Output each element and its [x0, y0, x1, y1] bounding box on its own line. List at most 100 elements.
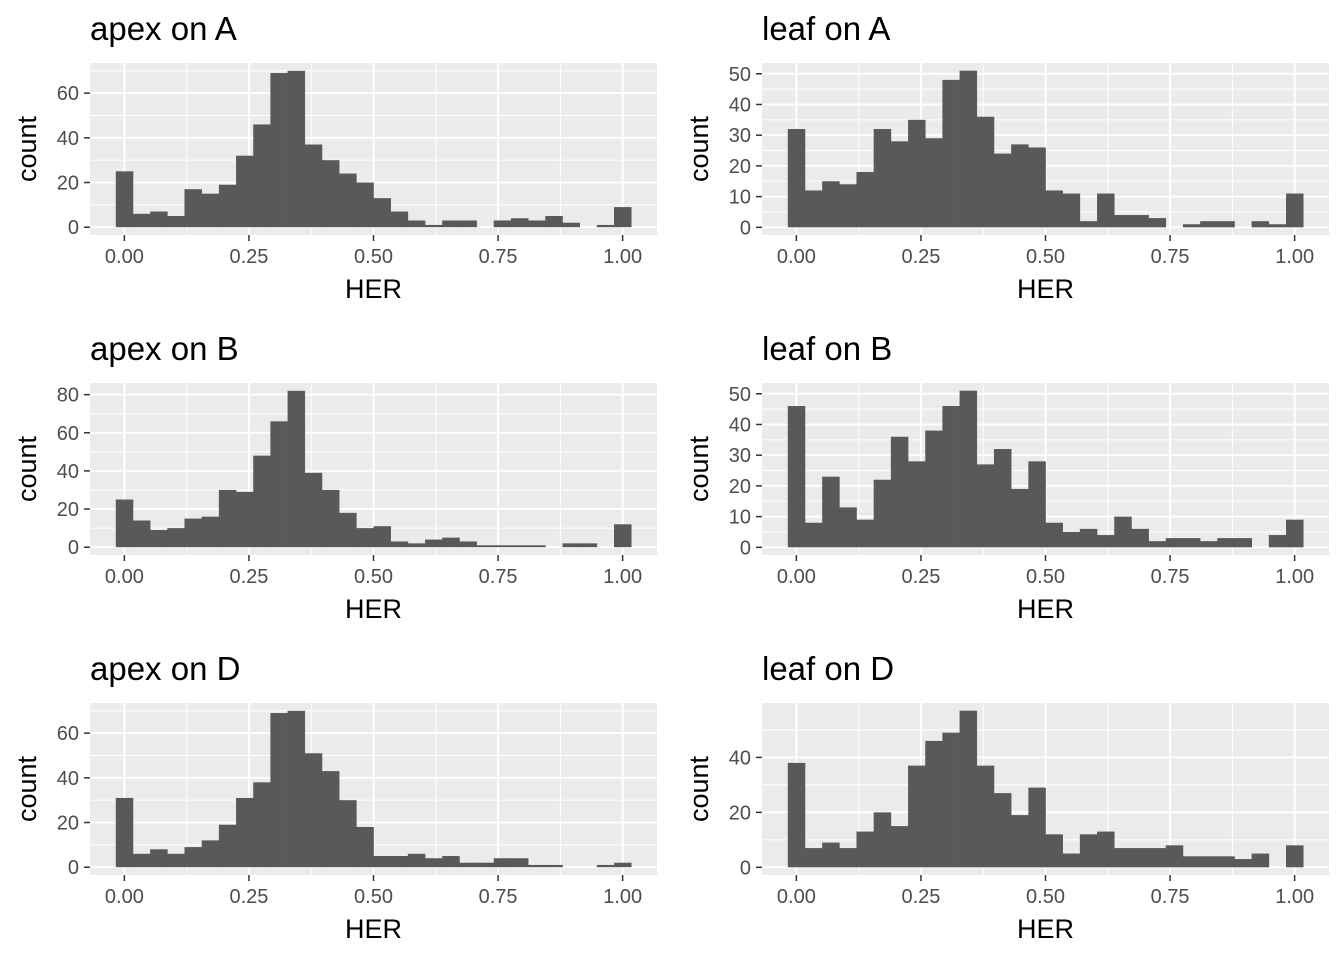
histogram-bar	[1268, 535, 1287, 548]
y-axis-title: count	[12, 435, 42, 502]
panel-title: apex on D	[90, 650, 240, 687]
histogram-bar	[942, 732, 960, 868]
y-tick-label: 20	[57, 813, 79, 835]
histogram-bar	[873, 129, 892, 228]
histogram-bar	[201, 516, 220, 548]
histogram-panel: 0.00 0.25 0.50 0.75 1.00 0 20 40 HER count leaf on…	[684, 650, 1329, 944]
histogram-bar	[304, 753, 323, 868]
histogram-bar	[167, 528, 185, 548]
y-tick-label: 50	[729, 64, 751, 86]
histogram-bar	[856, 519, 874, 548]
histogram-bar	[510, 545, 529, 548]
y-axis-title: count	[684, 435, 714, 502]
y-tick-label: 10	[729, 507, 751, 529]
histogram-bar	[822, 181, 840, 228]
x-tick-label: 0.00	[777, 246, 816, 268]
histogram-bar	[236, 491, 254, 548]
y-tick-label: 20	[57, 499, 79, 521]
histogram-bar	[442, 856, 460, 868]
histogram-bar	[1062, 193, 1081, 228]
histogram-bar	[425, 224, 443, 228]
x-tick-label: 0.25	[229, 886, 268, 908]
histogram-bar	[545, 864, 563, 868]
histogram-bar	[132, 520, 151, 548]
histogram-bar	[270, 73, 288, 228]
histogram-bar	[253, 782, 271, 868]
histogram-bar	[236, 155, 254, 228]
y-axis-title: count	[684, 755, 714, 822]
y-tick-label: 80	[57, 385, 79, 407]
histogram-bar	[1268, 224, 1287, 228]
x-tick-label: 0.25	[901, 246, 940, 268]
histogram-bar	[321, 160, 340, 228]
histogram-bar	[1011, 815, 1029, 868]
histogram-panel: 0.00 0.25 0.50 0.75 1.00 0 20 40 60 80 HER count ape…	[12, 330, 657, 624]
histogram-bar	[304, 144, 323, 228]
histogram-bar	[1131, 848, 1149, 868]
histogram-bar	[1114, 516, 1132, 548]
histogram-bar	[890, 436, 909, 548]
histogram-bar	[390, 211, 409, 228]
x-tick-label: 0.00	[777, 886, 816, 908]
y-tick-label: 40	[729, 414, 751, 436]
histogram-bar	[1062, 531, 1081, 548]
x-tick-label: 0.00	[105, 566, 144, 588]
histogram-bar	[942, 79, 960, 228]
histogram-bar	[459, 541, 477, 548]
histogram-bar	[339, 800, 357, 868]
y-tick-label: 60	[57, 723, 79, 745]
histogram-bar	[287, 710, 306, 868]
histogram-bar	[184, 847, 202, 868]
panel-title: leaf on A	[762, 10, 890, 47]
histogram-bar	[1234, 538, 1252, 548]
histogram-bar	[1200, 541, 1218, 548]
histogram-bar	[442, 220, 460, 228]
y-tick-label: 30	[729, 445, 751, 467]
histogram-bar	[115, 797, 134, 868]
y-tick-label: 60	[57, 83, 79, 105]
histogram-bar	[959, 390, 978, 548]
histogram-bar	[1251, 853, 1270, 868]
x-tick-label: 0.25	[901, 886, 940, 908]
histogram-bar	[890, 141, 909, 228]
histogram-bar	[1079, 528, 1098, 548]
histogram-bar	[976, 464, 995, 548]
x-axis-title: HER	[345, 594, 402, 624]
histogram-bar	[1148, 218, 1167, 228]
histogram-bar	[1028, 461, 1046, 548]
histogram-bar	[287, 70, 306, 228]
y-tick-label: 0	[68, 857, 79, 879]
histogram-bar	[993, 153, 1012, 228]
histogram-bar	[908, 119, 926, 228]
histogram-bar	[132, 213, 151, 228]
histogram-bar	[476, 545, 495, 548]
histogram-bar	[822, 476, 840, 548]
histogram-bar	[1062, 853, 1081, 868]
y-tick-label: 0	[740, 857, 751, 879]
y-tick-label: 0	[68, 537, 79, 559]
x-tick-label: 1.00	[1275, 566, 1314, 588]
histogram-bar	[218, 824, 237, 868]
histogram-bar	[442, 537, 460, 548]
histogram-bar	[1131, 528, 1149, 548]
histogram-bar	[976, 765, 995, 868]
histogram-bar	[804, 190, 823, 228]
histogram-bar	[873, 812, 892, 868]
histogram-bar	[528, 220, 546, 228]
histogram-bar	[373, 526, 391, 548]
histogram-bar	[493, 858, 512, 868]
histogram-bar	[373, 856, 391, 868]
histogram-bar	[1182, 224, 1201, 228]
y-tick-label: 40	[57, 768, 79, 790]
x-tick-label: 0.50	[1026, 566, 1065, 588]
histogram-bar	[253, 455, 271, 548]
histogram-bar	[1148, 848, 1167, 868]
y-axis-title: count	[12, 755, 42, 822]
x-tick-label: 1.00	[1275, 246, 1314, 268]
histogram-bar	[1028, 787, 1046, 868]
y-axis-title: count	[12, 115, 42, 182]
x-tick-label: 0.75	[479, 246, 518, 268]
histogram-bar	[596, 224, 615, 228]
x-tick-label: 0.75	[479, 566, 518, 588]
histogram-bar	[1200, 856, 1218, 868]
